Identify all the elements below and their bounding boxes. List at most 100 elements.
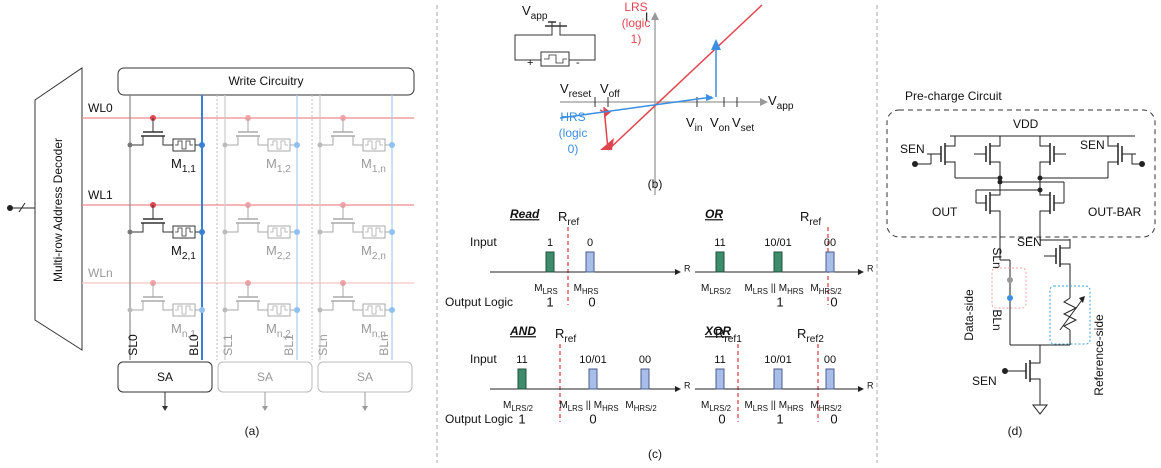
arrow-head [706,94,714,101]
label-part: off [609,89,620,100]
label-part: R [558,209,567,224]
state-label: MLRS/2 [701,283,731,296]
threshold-label: Rref [800,209,821,227]
memristor-label: M2,2 [266,243,291,261]
label-part: M [559,400,567,411]
polarity: + [527,57,533,69]
decoder-label: Multi-row Address Decoder [51,138,65,282]
input-label: 10/01 [764,237,792,249]
label-part: V [732,115,741,130]
wire [1060,300,1082,330]
node-dot [318,230,323,235]
label-part: M [701,400,709,411]
wire [353,136,363,145]
label-part: || M [768,400,787,411]
input-label: 11 [714,354,725,366]
label-part: V [686,115,695,130]
op-title: AND [509,324,536,338]
arrow-head [262,406,268,411]
node-dot [128,308,133,313]
memristor-label: M2,n [361,243,386,261]
input-label: 0 [587,237,593,249]
op-title: Read [510,207,540,221]
state-bar [774,369,782,389]
bit-line-label: BL1 [282,334,296,356]
caption: (c) [648,447,662,461]
label-part: M [171,321,182,336]
state-label: HRS [560,110,585,124]
label-part: R [800,209,809,224]
axis-label: R [867,263,874,273]
wire [1030,379,1040,388]
label-part: M [266,243,277,258]
input-label: 00 [639,354,651,366]
data-side-box [992,268,1026,308]
node-dot [318,143,323,148]
signal-label: SEN [1080,138,1105,152]
arrow-head [760,98,768,106]
state-bar [716,369,724,389]
label-part: M [574,283,582,294]
state-bar [518,369,526,389]
state-bar [774,252,782,272]
label-part: M [361,243,372,258]
node-dot [199,229,205,235]
node-dot [1038,176,1043,181]
node-dot [294,142,300,148]
node-dot [389,142,395,148]
threshold-label: Rref2 [797,326,824,344]
label-part: ref2 [806,334,824,345]
wire [1040,211,1050,220]
voltage-label: Vset [732,115,754,133]
wire [258,301,268,310]
label-part: M [361,156,372,171]
state-bar [589,369,597,389]
side-label: Data-side [962,289,976,341]
label-part: || M [768,283,787,294]
node-label: OUT-BAR [1088,205,1142,219]
label-part: M [534,283,542,294]
arrow-head [675,269,681,275]
label-part: M [171,243,182,258]
label-part: LRS [568,404,583,413]
wire [258,223,268,232]
label-part: in [695,123,703,134]
wire [945,162,955,171]
label-part: HRS/2 [634,404,657,413]
wire [990,162,1000,171]
label-part: on [719,123,730,134]
figure: Multi-row Address DecoderWrite Circuitry… [0,0,1161,468]
label-part: V [522,3,531,18]
word-line-label: WLn [88,266,113,280]
memristor-label: M1,n [361,156,386,174]
axis-label: R [867,380,874,390]
label-part: M [810,400,818,411]
label-part: M [744,400,752,411]
node-dot [223,230,228,235]
output-label: 0 [830,411,837,426]
state-label: MLRS/2 [701,400,731,413]
node-dot [1038,188,1043,193]
block-title: Pre-charge Circuit [905,89,1002,103]
input-label: 00 [824,354,836,366]
state-label: (logic [559,126,588,140]
label-part: HRS [787,404,803,413]
label-part: 1,n [372,164,386,175]
signal-label: SEN [1017,235,1042,249]
label-part: M [266,156,277,171]
wire [1108,137,1118,146]
label-part: app [531,11,548,22]
arrow-head [162,406,168,411]
label-part: set [741,123,755,134]
signal-label: SEN [972,374,997,388]
threshold-label: Rref [555,326,576,344]
label-part: V [560,81,569,96]
label-part: 2,2 [277,251,291,262]
label-part: M [625,400,633,411]
wire [990,211,1000,220]
bit-line-label: BLn [377,334,391,355]
row-label: Input [470,235,497,249]
label-part: M [744,283,752,294]
label-part: ref [567,217,579,228]
label-part: ref [564,334,576,345]
